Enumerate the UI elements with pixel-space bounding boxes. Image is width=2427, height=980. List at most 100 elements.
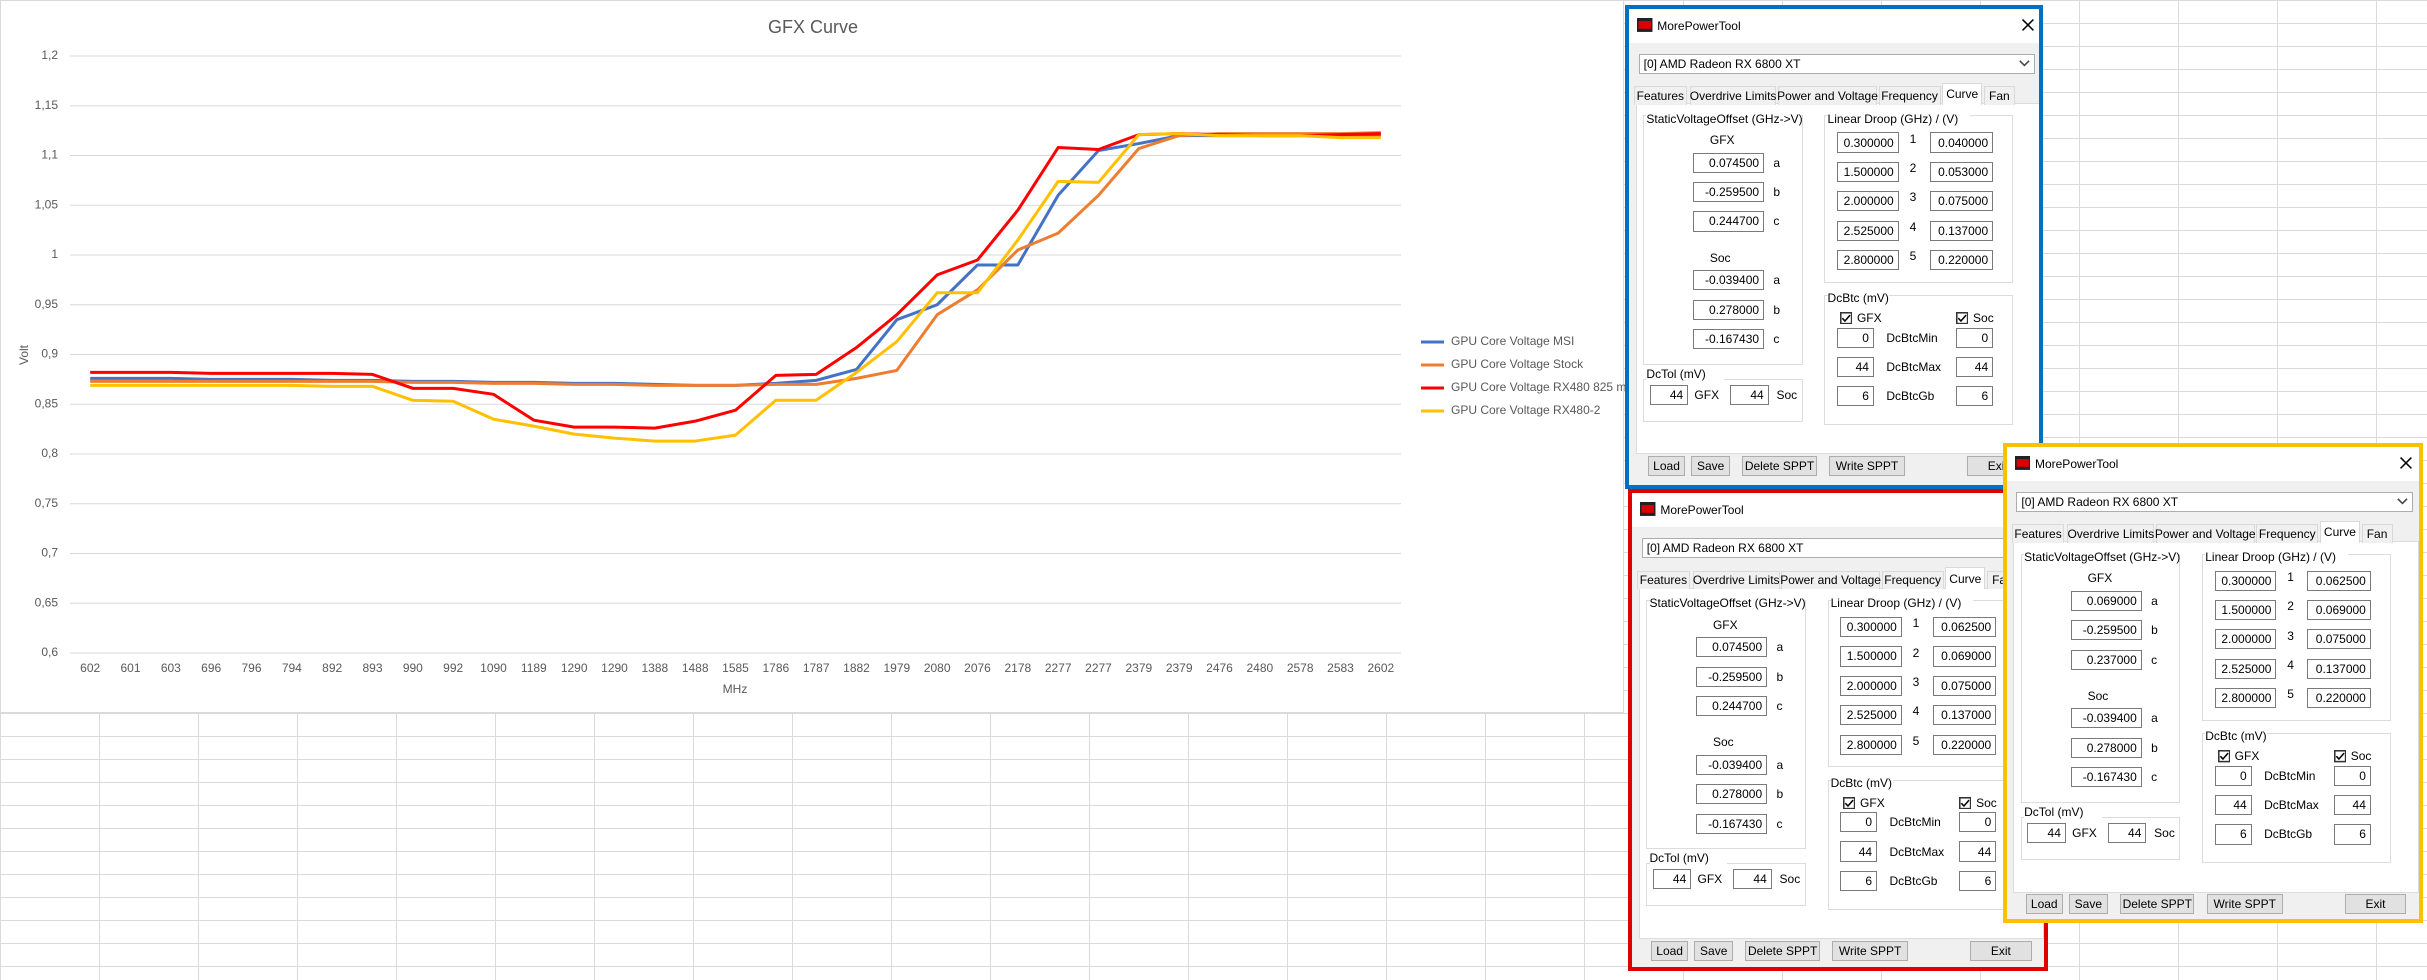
- droop-ghz[interactable]: 2.525000: [1839, 705, 1902, 726]
- button[interactable]: Exit: [1969, 940, 2032, 961]
- droop-ghz[interactable]: 1.500000: [1839, 646, 1902, 667]
- droop-volt[interactable]: 0.053000: [1929, 161, 1994, 182]
- tab[interactable]: Power and Voltage: [2155, 524, 2256, 543]
- button[interactable]: Write SPPT: [1829, 456, 1905, 477]
- tab[interactable]: Overdrive Limits: [1689, 86, 1777, 105]
- droop-ghz[interactable]: 1.500000: [2214, 599, 2277, 621]
- dcbtc-soc[interactable]: 6: [1959, 870, 1997, 891]
- droop-volt[interactable]: 0.220000: [1932, 734, 1997, 755]
- button[interactable]: Save: [1691, 456, 1730, 477]
- tab[interactable]: Features: [1634, 86, 1687, 105]
- dcbtc-soc[interactable]: 0: [2333, 765, 2371, 786]
- button[interactable]: Save: [2069, 894, 2108, 915]
- droop-volt[interactable]: 0.075000: [1929, 191, 1994, 212]
- button[interactable]: Delete SPPT: [2120, 894, 2195, 915]
- dctol-soc[interactable]: 44: [1733, 869, 1772, 890]
- button[interactable]: Write SPPT: [1832, 940, 1909, 961]
- checkbox[interactable]: [2217, 750, 2230, 763]
- droop-ghz[interactable]: 2.800000: [1839, 734, 1902, 755]
- button[interactable]: Load: [1651, 940, 1689, 961]
- soc-coefficient[interactable]: -0.039400: [1695, 754, 1768, 775]
- tab[interactable]: Curve: [1942, 82, 1983, 105]
- dcbtc-gfx[interactable]: 44: [1839, 841, 1878, 862]
- dcbtc-soc[interactable]: 6: [2333, 824, 2371, 845]
- soc-coefficient[interactable]: -0.167430: [1692, 329, 1765, 350]
- dctol-soc[interactable]: 44: [2107, 822, 2147, 843]
- dctol-gfx[interactable]: 44: [2027, 822, 2066, 843]
- tab[interactable]: Overdrive Limits: [1692, 570, 1780, 590]
- button[interactable]: Load: [2025, 894, 2063, 915]
- dcbtc-soc[interactable]: 44: [1959, 841, 1997, 862]
- tab[interactable]: Features: [1637, 570, 1690, 590]
- droop-ghz[interactable]: 2.800000: [2214, 688, 2277, 709]
- checkbox[interactable]: [2333, 750, 2347, 763]
- tab[interactable]: Frequency: [1881, 570, 1944, 590]
- dcbtc-gfx[interactable]: 0: [1839, 812, 1878, 833]
- checkbox[interactable]: [1956, 312, 1969, 325]
- droop-ghz[interactable]: 0.300000: [2214, 570, 2277, 591]
- checkbox[interactable]: [1843, 796, 1856, 809]
- soc-coefficient[interactable]: -0.167430: [1695, 813, 1768, 834]
- droop-volt[interactable]: 0.137000: [1929, 220, 1994, 241]
- gfx-coefficient[interactable]: 0.069000: [2070, 590, 2142, 611]
- soc-coefficient[interactable]: 0.278000: [1695, 784, 1768, 805]
- dctol-gfx[interactable]: 44: [1649, 384, 1689, 405]
- tab[interactable]: Frequency: [1878, 86, 1941, 105]
- gfx-coefficient[interactable]: -0.259500: [1692, 182, 1765, 203]
- droop-ghz[interactable]: 0.300000: [1836, 132, 1899, 153]
- soc-coefficient[interactable]: -0.039400: [2070, 708, 2142, 729]
- droop-volt[interactable]: 0.069000: [1932, 646, 1997, 667]
- droop-ghz[interactable]: 2.000000: [1836, 191, 1899, 212]
- tab[interactable]: Frequency: [2256, 524, 2319, 543]
- droop-volt[interactable]: 0.075000: [2307, 629, 2371, 650]
- gfx-coefficient[interactable]: -0.259500: [2070, 620, 2142, 641]
- droop-volt[interactable]: 0.220000: [1929, 250, 1994, 271]
- checkbox[interactable]: [1839, 312, 1853, 325]
- droop-ghz[interactable]: 2.000000: [2214, 629, 2277, 650]
- gfx-coefficient[interactable]: 0.237000: [2070, 649, 2142, 670]
- tab[interactable]: Curve: [1945, 567, 1986, 590]
- droop-ghz[interactable]: 2.800000: [1836, 250, 1899, 271]
- device-select[interactable]: [0] AMD Radeon RX 6800 XT: [1641, 538, 2039, 559]
- button[interactable]: Exit: [2344, 894, 2407, 915]
- tab[interactable]: Overdrive Limits: [2067, 524, 2155, 543]
- dcbtc-soc[interactable]: 6: [1956, 386, 1994, 407]
- button[interactable]: Save: [1694, 940, 1734, 961]
- tab[interactable]: Power and Voltage: [1780, 570, 1881, 590]
- dctol-soc[interactable]: 44: [1730, 384, 1769, 405]
- gfx-coefficient[interactable]: 0.074500: [1695, 637, 1768, 658]
- droop-volt[interactable]: 0.040000: [1929, 132, 1994, 153]
- droop-volt[interactable]: 0.137000: [2307, 658, 2371, 679]
- dcbtc-gfx[interactable]: 0: [1836, 327, 1874, 348]
- close-button[interactable]: [2021, 18, 2035, 32]
- droop-ghz[interactable]: 2.000000: [1839, 675, 1902, 696]
- soc-coefficient[interactable]: -0.039400: [1692, 270, 1765, 291]
- tab[interactable]: Curve: [2319, 521, 2361, 543]
- button[interactable]: Write SPPT: [2206, 894, 2283, 915]
- droop-volt[interactable]: 0.062500: [2307, 570, 2371, 591]
- tab[interactable]: Fan: [1983, 86, 2015, 105]
- droop-volt[interactable]: 0.062500: [1932, 616, 1997, 638]
- dcbtc-gfx[interactable]: 0: [2214, 765, 2252, 786]
- droop-ghz[interactable]: 2.525000: [2214, 658, 2277, 679]
- droop-volt[interactable]: 0.137000: [1932, 705, 1997, 726]
- gfx-coefficient[interactable]: 0.074500: [1692, 152, 1765, 173]
- dcbtc-gfx[interactable]: 6: [1839, 870, 1878, 891]
- droop-volt[interactable]: 0.075000: [1932, 675, 1997, 696]
- button[interactable]: Delete SPPT: [1742, 456, 1817, 477]
- droop-ghz[interactable]: 1.500000: [1836, 161, 1899, 182]
- dcbtc-gfx[interactable]: 44: [1836, 356, 1874, 378]
- device-select[interactable]: [0] AMD Radeon RX 6800 XT: [2016, 491, 2413, 512]
- button[interactable]: Delete SPPT: [1745, 940, 1820, 961]
- droop-ghz[interactable]: 0.300000: [1839, 616, 1902, 638]
- gfx-coefficient[interactable]: 0.244700: [1692, 211, 1765, 232]
- soc-coefficient[interactable]: -0.167430: [2070, 767, 2142, 788]
- droop-ghz[interactable]: 2.525000: [1836, 220, 1899, 241]
- close-button[interactable]: [2399, 456, 2413, 470]
- tab[interactable]: Features: [2011, 524, 2065, 543]
- dcbtc-gfx[interactable]: 6: [1836, 386, 1874, 407]
- checkbox[interactable]: [1959, 796, 1972, 809]
- gfx-coefficient[interactable]: -0.259500: [1695, 666, 1768, 687]
- soc-coefficient[interactable]: 0.278000: [2070, 737, 2142, 758]
- dcbtc-soc[interactable]: 44: [2333, 795, 2371, 816]
